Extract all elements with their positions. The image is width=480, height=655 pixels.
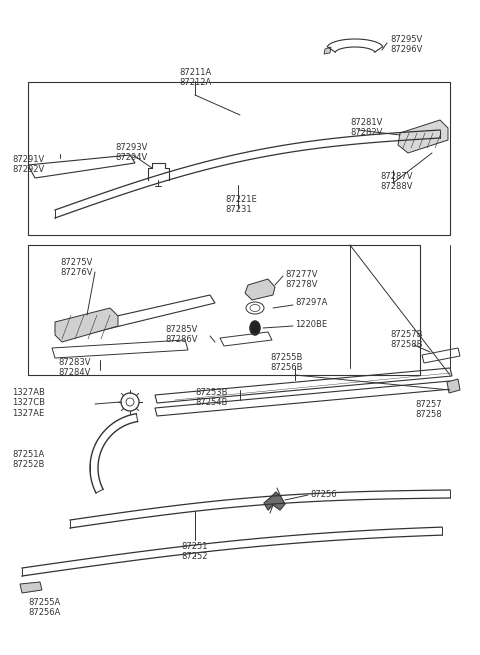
Text: 1220BE: 1220BE: [295, 320, 327, 329]
Polygon shape: [324, 47, 331, 54]
Text: 87287V
87288V: 87287V 87288V: [380, 172, 412, 191]
Text: 1327AB
1327CB
1327AE: 1327AB 1327CB 1327AE: [12, 388, 45, 418]
Text: 87251
87252: 87251 87252: [182, 542, 208, 561]
Text: 87251A
87252B: 87251A 87252B: [12, 450, 44, 470]
Text: 87291V
87292V: 87291V 87292V: [12, 155, 44, 174]
Text: 87281V
87282V: 87281V 87282V: [350, 118, 383, 138]
Text: 87293V
87294V: 87293V 87294V: [115, 143, 147, 162]
Text: 87255A
87256A: 87255A 87256A: [28, 598, 60, 618]
Polygon shape: [55, 308, 118, 342]
Polygon shape: [250, 321, 260, 335]
Polygon shape: [447, 379, 460, 393]
Text: 87256: 87256: [310, 490, 336, 499]
Text: 87221E
87231: 87221E 87231: [225, 195, 257, 214]
Text: 87283V
87284V: 87283V 87284V: [58, 358, 91, 377]
Polygon shape: [264, 492, 285, 510]
Polygon shape: [20, 582, 42, 593]
Polygon shape: [245, 279, 275, 300]
Polygon shape: [398, 120, 448, 153]
Text: 87255B
87256B: 87255B 87256B: [270, 353, 302, 373]
Text: 87257
87258: 87257 87258: [415, 400, 442, 419]
Text: 87211A
87212A: 87211A 87212A: [179, 68, 211, 87]
Text: 87295V
87296V: 87295V 87296V: [390, 35, 422, 54]
Text: 87257B
87258B: 87257B 87258B: [390, 330, 422, 349]
Text: 87275V
87276V: 87275V 87276V: [60, 258, 93, 278]
Text: 87297A: 87297A: [295, 298, 327, 307]
Text: 87253B
87254B: 87253B 87254B: [195, 388, 228, 407]
Text: 87285V
87286V: 87285V 87286V: [165, 325, 197, 345]
Text: 87277V
87278V: 87277V 87278V: [285, 270, 317, 290]
